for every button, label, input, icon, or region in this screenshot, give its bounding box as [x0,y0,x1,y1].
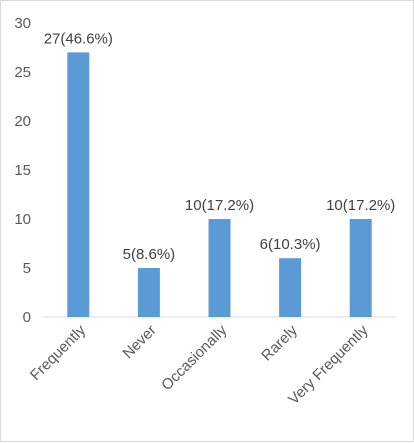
x-category-label: Frequently [27,321,89,383]
y-tick-label: 10 [14,211,31,228]
bar [67,52,90,318]
bar [208,219,231,317]
bar [279,258,302,317]
data-label: 6(10.3%) [260,236,321,253]
data-label: 27(46.6%) [44,30,113,47]
y-tick-label: 20 [14,113,31,130]
x-category-label: Rarely [258,321,301,364]
y-tick-label: 0 [23,309,31,326]
y-tick-label: 5 [23,260,31,277]
y-tick-label: 30 [14,15,31,32]
data-label: 10(17.2%) [185,197,254,214]
bar [137,268,160,317]
y-tick-label: 15 [14,162,31,179]
x-category-label: Never [119,322,159,362]
data-label: 5(8.6%) [123,246,176,263]
bar [349,219,372,317]
y-tick-label: 25 [14,64,31,81]
data-label: 10(17.2%) [326,197,395,214]
x-category-label: Occasionally [158,321,231,394]
